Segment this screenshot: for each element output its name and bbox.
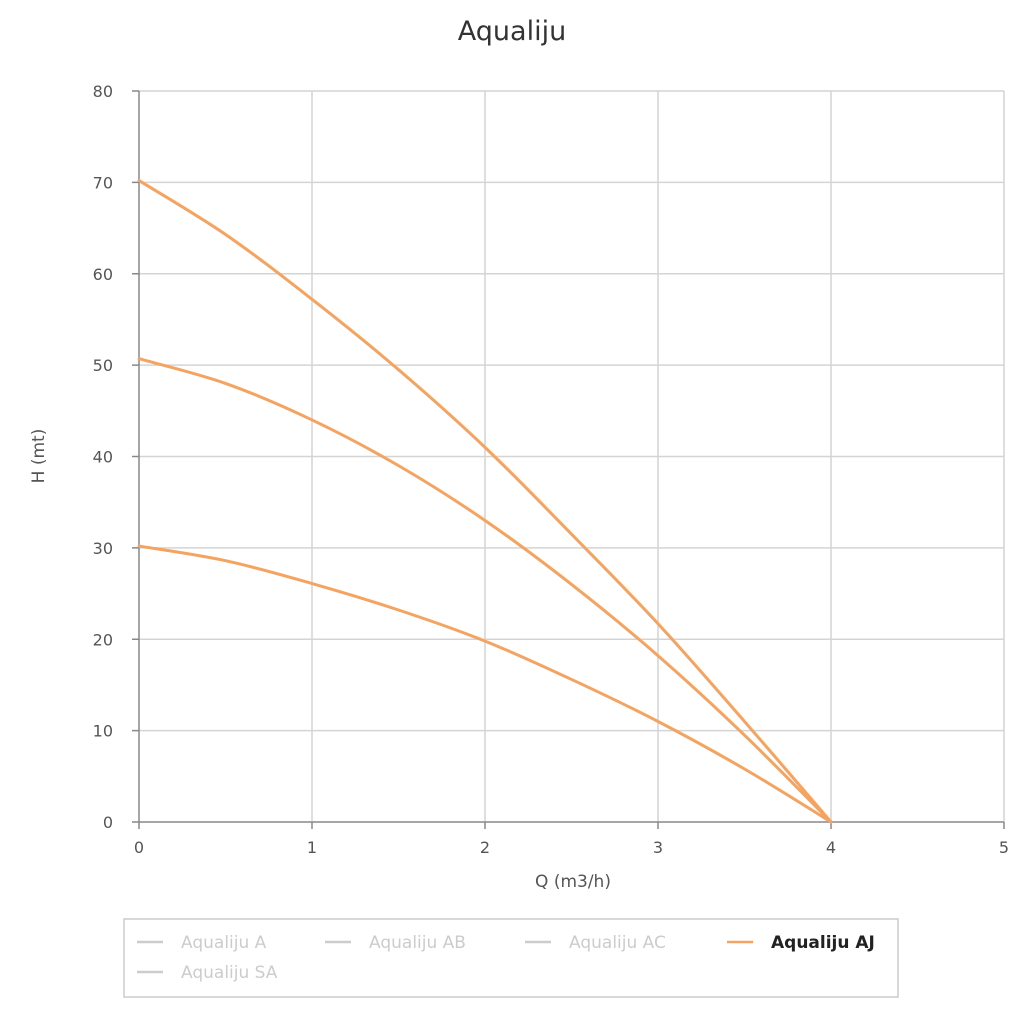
series-line-1	[137, 179, 833, 824]
axes	[132, 90, 1005, 829]
y-tick-label: 60	[93, 265, 113, 284]
x-tick-label: 4	[826, 838, 836, 857]
y-axis-label: H (mt)	[29, 429, 49, 484]
legend-label: Aqualiju AJ	[771, 933, 875, 953]
legend-item-aqualiju-a[interactable]: Aqualiju A	[137, 933, 267, 953]
x-axis-label: Q (m3/h)	[535, 872, 611, 892]
legend-item-aqualiju-ac[interactable]: Aqualiju AC	[525, 933, 666, 953]
legend-box	[123, 918, 899, 998]
x-tick-label: 1	[307, 838, 317, 857]
legend: Aqualiju A Aqualiju AB Aqualiju AC Aqualiju…	[137, 933, 875, 983]
y-tick-label: 70	[93, 173, 113, 192]
x-tick-label: 0	[134, 838, 144, 857]
y-tick-label: 0	[103, 813, 113, 832]
legend-label: Aqualiju AC	[569, 933, 666, 953]
series-line-2	[137, 357, 833, 824]
legend-item-aqualiju-sa[interactable]: Aqualiju SA	[137, 963, 278, 983]
y-tick-label: 50	[93, 356, 113, 375]
legend-item-aqualiju-ab[interactable]: Aqualiju AB	[325, 933, 466, 953]
legend-label: Aqualiju A	[181, 933, 267, 953]
chart-title: Aqualiju	[458, 16, 566, 47]
grid-lines	[139, 90, 1005, 822]
y-tick-label: 80	[93, 82, 113, 101]
legend-item-aqualiju-aj[interactable]: Aqualiju AJ	[727, 933, 875, 953]
series-lines	[137, 179, 833, 824]
x-axis-tick-labels: 0 1 2 3 4 5	[134, 838, 1009, 857]
y-tick-label: 40	[93, 448, 113, 467]
legend-label: Aqualiju SA	[181, 963, 278, 983]
y-tick-label: 30	[93, 539, 113, 558]
x-tick-label: 5	[999, 838, 1009, 857]
y-axis-tick-labels: 0 10 20 30 40 50 60 70 80	[93, 82, 113, 832]
y-tick-label: 10	[93, 722, 113, 741]
x-tick-label: 2	[480, 838, 490, 857]
series-line-3	[137, 544, 833, 824]
y-tick-label: 20	[93, 630, 113, 649]
x-tick-label: 3	[653, 838, 663, 857]
legend-label: Aqualiju AB	[369, 933, 466, 953]
